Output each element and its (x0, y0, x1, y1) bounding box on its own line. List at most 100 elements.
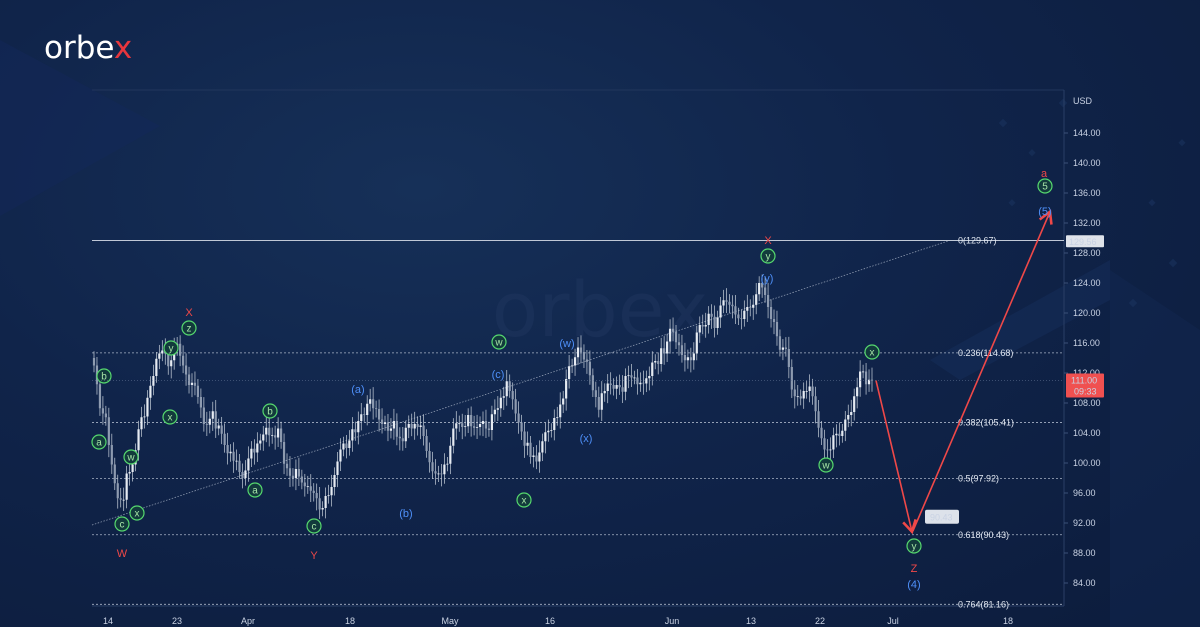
candle (666, 333, 669, 363)
candle-body (668, 328, 672, 342)
x-tick-label: May (441, 616, 459, 626)
candle-body (125, 473, 128, 500)
x-tick-label: 13 (746, 616, 756, 626)
candle-body (244, 470, 247, 478)
candle-body (731, 304, 734, 307)
candle (532, 446, 535, 468)
wave-label-text: y (766, 252, 771, 263)
wave-label: x (864, 344, 880, 360)
candle-body (562, 398, 565, 405)
wave-label-text: a (96, 438, 102, 449)
candle-body (565, 379, 568, 399)
candle (639, 372, 642, 392)
x-tick-label: Jul (887, 616, 899, 626)
candle-body (253, 448, 256, 453)
candle (618, 374, 621, 395)
candle-body (214, 411, 217, 429)
candle-body (867, 379, 871, 385)
candle-body (689, 357, 692, 361)
candle-body (666, 341, 669, 354)
candle (832, 427, 835, 459)
wave-label: (a) (351, 384, 364, 396)
candle (861, 364, 865, 379)
candle (113, 457, 116, 490)
candle (199, 388, 203, 418)
candle-body (737, 314, 740, 319)
candle (553, 409, 556, 441)
candle (763, 277, 767, 303)
candle-body (312, 490, 315, 493)
wave-label: w (123, 449, 139, 465)
candle-body (582, 352, 586, 360)
candle (728, 294, 731, 314)
candle-body (143, 416, 146, 418)
candle (588, 350, 592, 385)
candle (104, 405, 107, 426)
forecast-down-arrow (875, 380, 917, 535)
candle (407, 415, 410, 439)
wave-label: c (306, 518, 322, 534)
candle (288, 456, 292, 487)
candle-body (820, 427, 823, 439)
candle-body (392, 421, 396, 429)
candle (247, 446, 250, 482)
candle (808, 374, 811, 403)
candle (250, 441, 253, 468)
candle-body (241, 472, 244, 478)
candle (707, 306, 710, 334)
candle (208, 411, 211, 434)
candle (612, 378, 615, 396)
wave-label: a (1041, 168, 1048, 180)
candle-body (612, 385, 615, 389)
candle-body (861, 371, 865, 373)
candle-body (167, 353, 170, 367)
candle (470, 406, 473, 437)
wave-circle (162, 409, 178, 425)
wave-label-text: y (912, 542, 917, 553)
candle-body (639, 382, 642, 385)
candle-body (309, 486, 312, 491)
candle (701, 314, 704, 335)
candle-body (609, 383, 612, 385)
current-price-tag (1066, 373, 1104, 398)
candle-body (110, 445, 113, 465)
time-axis: 14 23 Apr 18 May 16 Jun 13 22 Jul 18 (103, 616, 1013, 626)
candle-body (553, 418, 556, 430)
candle (784, 337, 787, 357)
wave-label: (c) (492, 369, 505, 381)
candle (493, 399, 496, 422)
candle-body (202, 407, 205, 424)
candle-body (734, 306, 737, 315)
candle-body (663, 348, 666, 354)
candle (698, 316, 701, 343)
candle-body (677, 342, 681, 346)
wave-label-text: (5) (1038, 206, 1051, 218)
candle (487, 421, 491, 437)
x-tick-label: 14 (103, 616, 113, 626)
candle (746, 294, 749, 322)
candle (205, 411, 208, 436)
candle (615, 376, 618, 400)
candle (339, 438, 342, 471)
candle-body (327, 495, 330, 497)
wave-label-text: X (764, 235, 772, 247)
candle-body (318, 498, 321, 510)
candle-body (181, 355, 185, 366)
candle (796, 385, 799, 406)
candle-body (484, 421, 488, 429)
candle (315, 483, 318, 511)
candle-body (324, 496, 327, 508)
candle-body (766, 295, 770, 307)
y-tick-label: 128.00 (1073, 248, 1101, 258)
candle-body (336, 461, 339, 475)
candle (772, 309, 776, 335)
candle-body (520, 422, 523, 432)
candle-body (823, 438, 826, 450)
candle (253, 439, 256, 465)
candle-body (259, 440, 262, 444)
candle (268, 415, 271, 447)
fib-label-0.5: 0.5(97.92) (958, 474, 999, 484)
wave-circle (306, 518, 322, 534)
candle-body (775, 322, 779, 337)
